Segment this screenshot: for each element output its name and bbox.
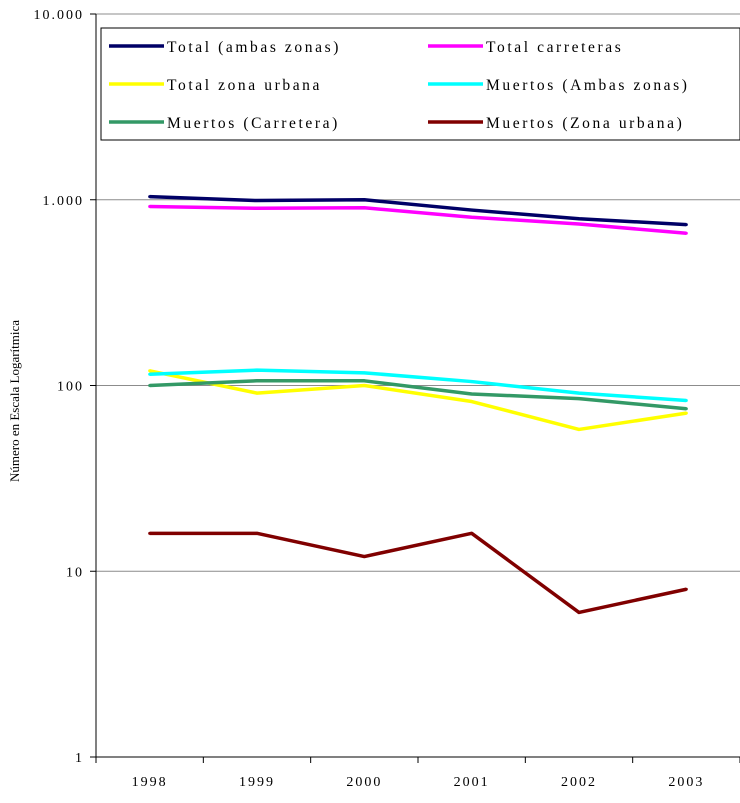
data-point xyxy=(148,369,152,373)
y-tick-label: 1 xyxy=(75,751,84,766)
x-tick-label: 2003 xyxy=(668,775,704,790)
data-point xyxy=(148,372,152,376)
data-point xyxy=(255,368,259,372)
series-line xyxy=(149,194,687,227)
x-tick-label: 1998 xyxy=(132,775,168,790)
legend-box xyxy=(100,27,740,141)
legend-label: Muertos (Ambas zonas) xyxy=(486,77,690,94)
data-point xyxy=(684,231,688,235)
data-point xyxy=(577,217,581,221)
data-point xyxy=(148,531,152,535)
legend: Total (ambas zonas) Total carreteras Total… xyxy=(100,27,740,141)
data-point xyxy=(362,206,366,210)
data-point xyxy=(684,587,688,591)
y-tick-label: 1.000 xyxy=(43,194,85,209)
data-point xyxy=(362,198,366,202)
legend-label: Total (ambas zonas) xyxy=(167,39,341,56)
data-point xyxy=(255,206,259,210)
data-point xyxy=(577,397,581,401)
data-point xyxy=(684,411,688,415)
data-point xyxy=(577,610,581,614)
data-point xyxy=(470,215,474,219)
data-point xyxy=(577,222,581,226)
y-tick-label: 10 xyxy=(66,565,84,580)
data-point xyxy=(362,371,366,375)
data-point xyxy=(255,391,259,395)
data-point xyxy=(470,380,474,384)
data-point xyxy=(470,392,474,396)
data-point xyxy=(684,407,688,411)
y-tick-label: 10.000 xyxy=(34,8,85,23)
data-point xyxy=(362,379,366,383)
data-point xyxy=(148,195,152,199)
x-tick-label: 2000 xyxy=(346,775,382,790)
legend-label: Muertos (Zona urbana) xyxy=(486,115,684,132)
data-point xyxy=(362,555,366,559)
data-point xyxy=(362,384,366,387)
x-tick-label: 2001 xyxy=(454,775,490,790)
data-point xyxy=(577,391,581,395)
data-point xyxy=(684,223,688,227)
series-layer xyxy=(148,194,688,615)
data-point xyxy=(470,531,474,535)
x-tick-label: 1999 xyxy=(239,775,275,790)
series-line xyxy=(149,379,687,411)
data-point xyxy=(148,384,152,387)
data-point xyxy=(255,379,259,383)
legend-label: Total zona urbana xyxy=(167,77,322,94)
data-point xyxy=(577,427,581,431)
y-axis-title: Número en Escala Logarítmica xyxy=(7,320,22,482)
y-tick-label: 100 xyxy=(57,380,84,395)
series-line xyxy=(149,531,687,615)
x-tick-label: 2002 xyxy=(561,775,597,790)
axes xyxy=(95,14,740,763)
legend-label: Total carreteras xyxy=(486,39,623,56)
tick-labels: 1 10 100 1.000 10.000 1998 1999 2000 2001 2002 200… xyxy=(34,8,704,790)
series-line xyxy=(149,368,687,403)
series-line xyxy=(149,369,687,432)
data-point xyxy=(684,399,688,403)
data-point xyxy=(148,204,152,208)
legend-label: Muertos (Carretera) xyxy=(167,115,340,132)
data-point xyxy=(255,531,259,535)
data-point xyxy=(255,199,259,203)
series-line xyxy=(149,204,687,236)
data-point xyxy=(470,208,474,212)
data-point xyxy=(470,400,474,404)
